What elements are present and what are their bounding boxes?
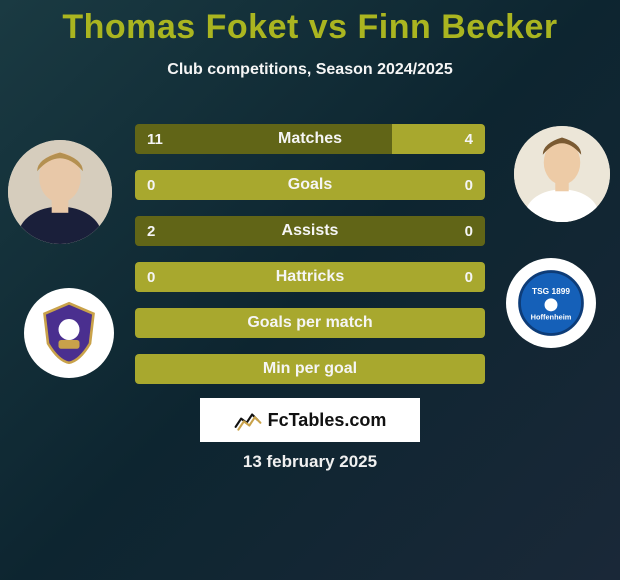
- stat-value-right: 0: [453, 262, 485, 292]
- stat-bars: 114Matches00Goals20Assists00HattricksGoa…: [135, 124, 485, 400]
- player-right-avatar: [514, 126, 610, 222]
- subtitle: Club competitions, Season 2024/2025: [0, 61, 620, 79]
- stat-row: Goals per match: [135, 308, 485, 338]
- svg-text:Hoffenheim: Hoffenheim: [531, 313, 572, 322]
- stat-value-left: 0: [135, 262, 167, 292]
- stat-value-left: 0: [135, 170, 167, 200]
- page-title: Thomas Foket vs Finn Becker: [0, 8, 620, 47]
- stat-value-right: 0: [453, 170, 485, 200]
- stat-label: Min per goal: [135, 354, 485, 384]
- stat-value-left: 2: [135, 216, 167, 246]
- player-left-avatar: [8, 140, 112, 244]
- branding-badge: FcTables.com: [200, 398, 420, 442]
- stat-value-left: 11: [135, 124, 175, 154]
- club-left-crest: [24, 288, 114, 378]
- stat-row: 20Assists: [135, 216, 485, 246]
- stat-row: Min per goal: [135, 354, 485, 384]
- club-right-crest: TSG 1899 Hoffenheim: [506, 258, 596, 348]
- stat-label: Goals per match: [135, 308, 485, 338]
- stat-row: 0 0Goals: [135, 170, 485, 200]
- stat-label: Hattricks: [135, 262, 485, 292]
- stat-value-right: 0: [453, 216, 485, 246]
- stat-seg-left: [135, 216, 485, 246]
- comparison-card: Thomas Foket vs Finn Becker Club competi…: [0, 0, 620, 580]
- stat-row: 114Matches: [135, 124, 485, 154]
- date-text: 13 february 2025: [0, 452, 620, 472]
- svg-text:TSG 1899: TSG 1899: [532, 286, 570, 296]
- branding-text: FcTables.com: [268, 410, 387, 431]
- stat-label: Goals: [135, 170, 485, 200]
- branding-icon: [234, 409, 262, 431]
- stat-value-right: 4: [453, 124, 485, 154]
- stat-row: 0 0Hattricks: [135, 262, 485, 292]
